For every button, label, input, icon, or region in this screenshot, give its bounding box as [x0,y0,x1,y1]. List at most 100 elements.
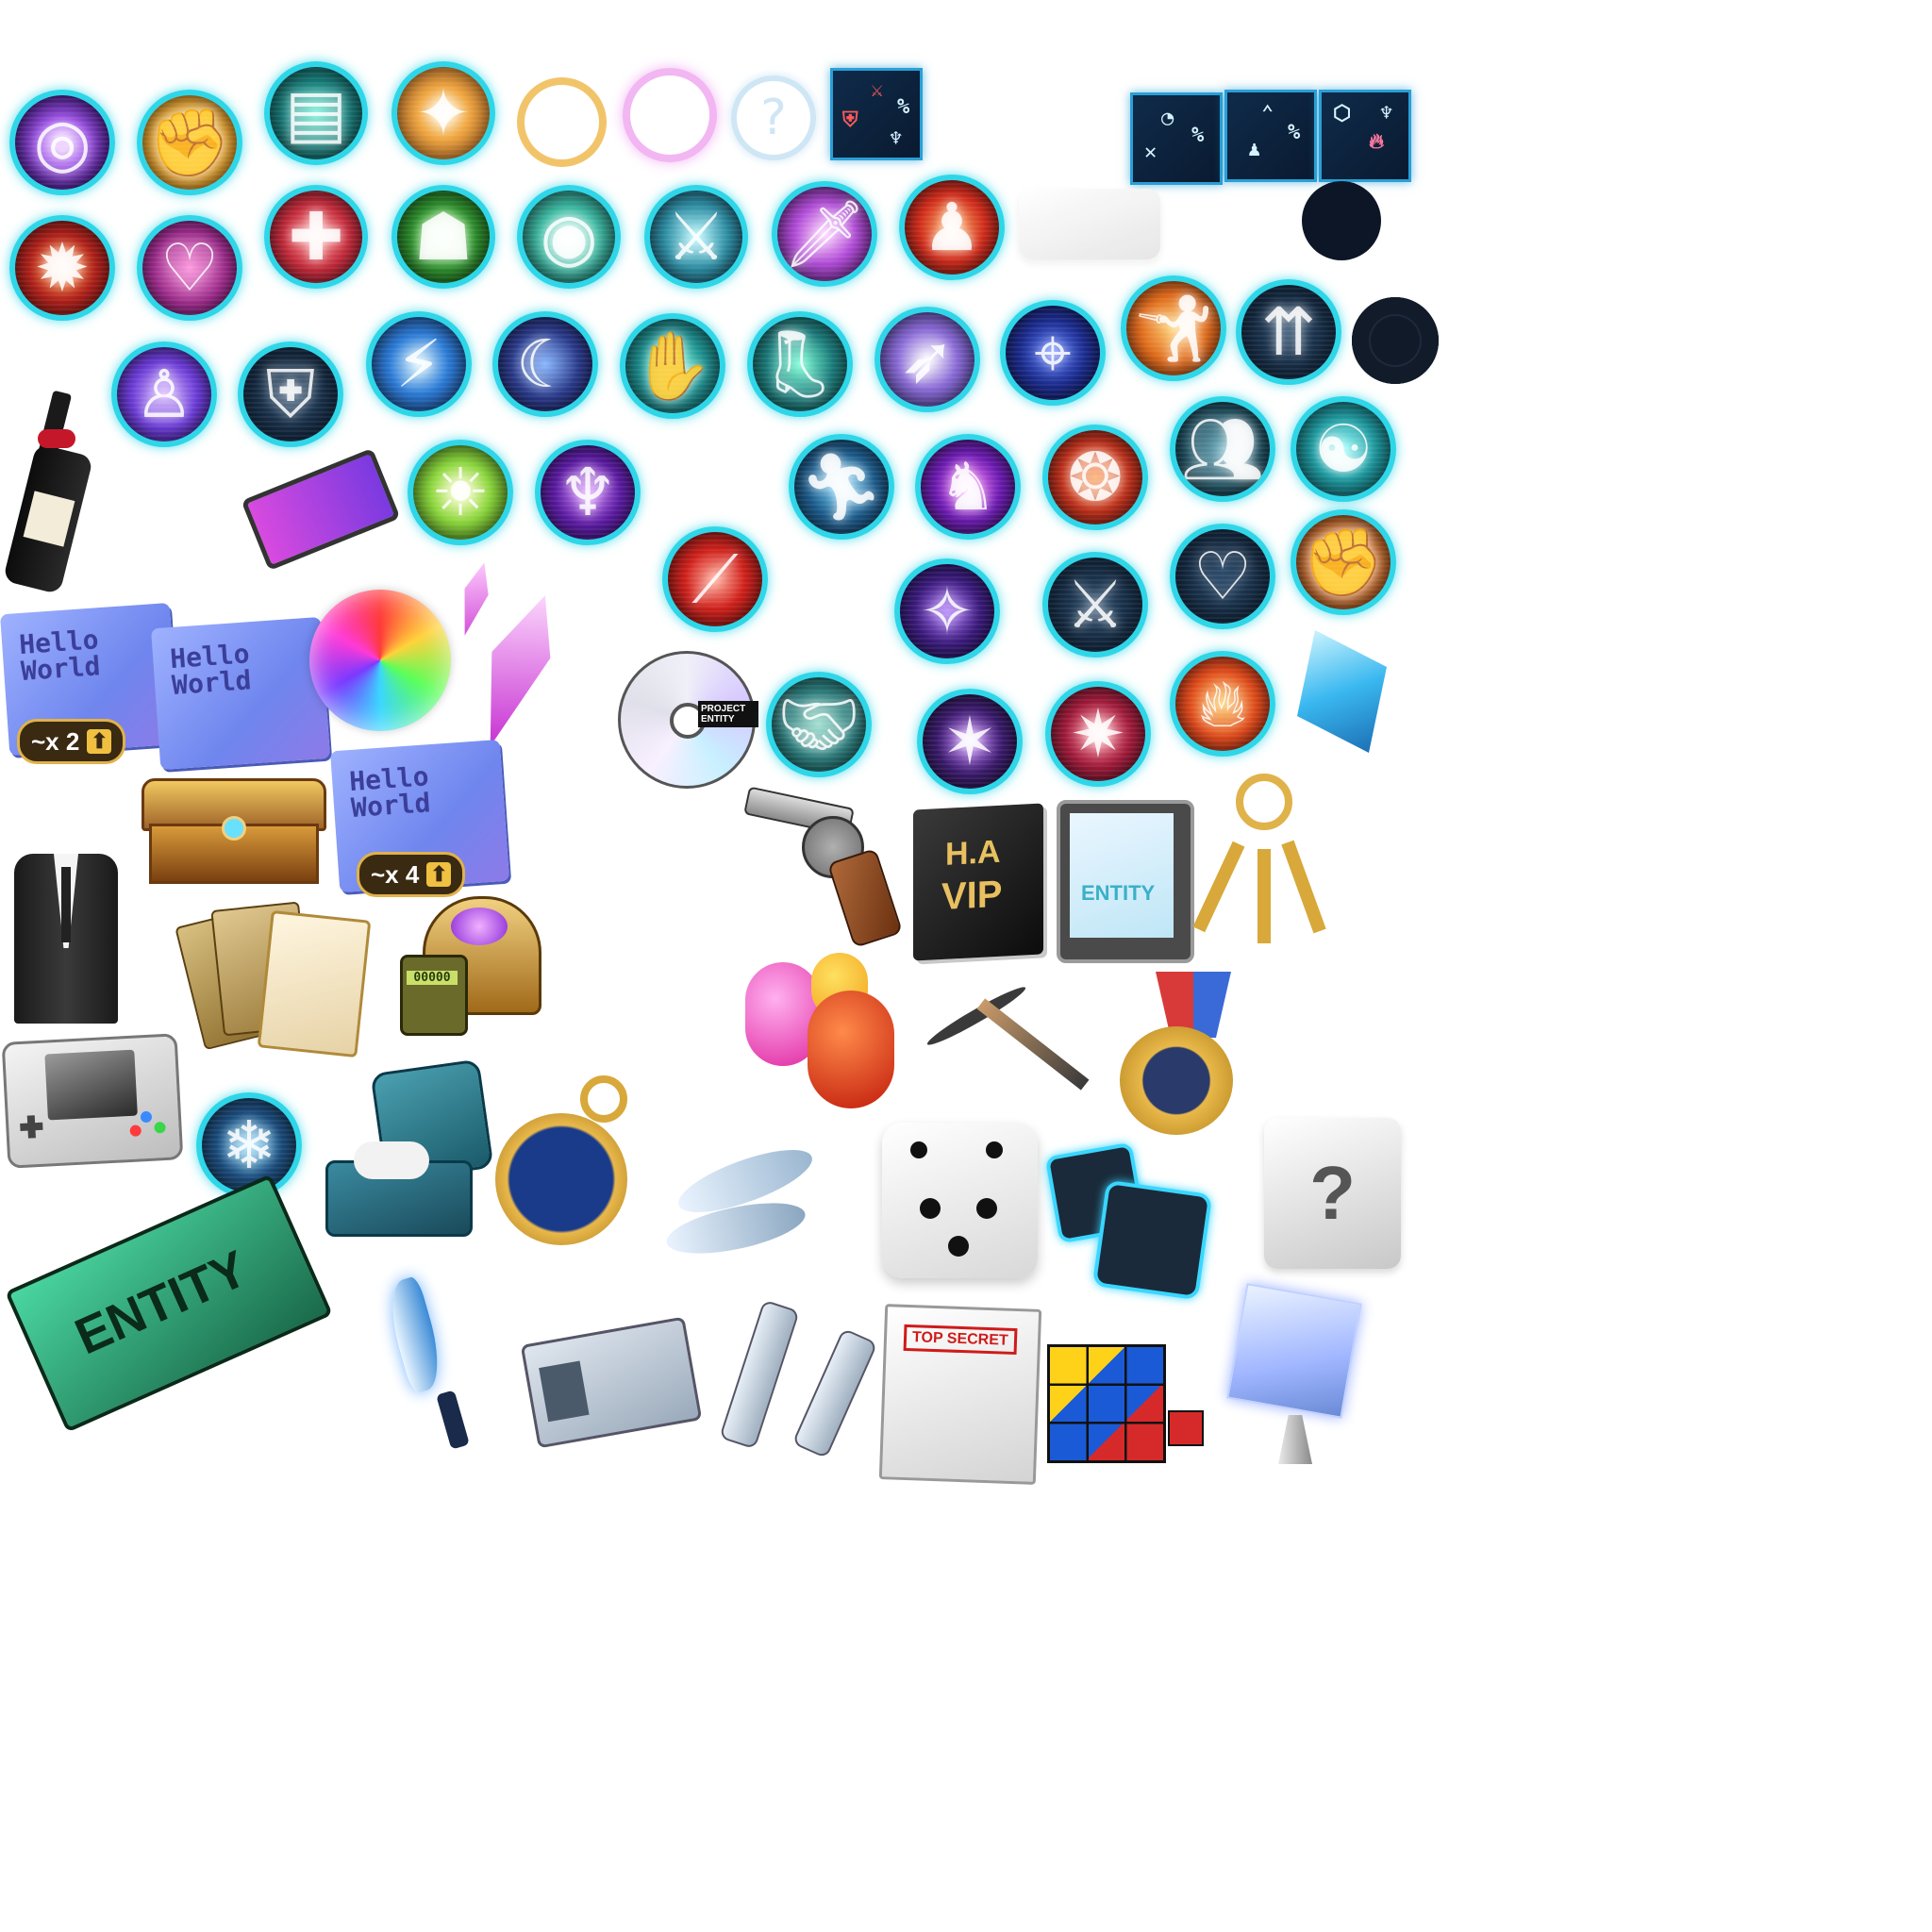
skill-icon-attack-up[interactable]: ⚔ [1042,552,1148,658]
sword-icon: ⚔ [871,78,884,102]
unknown-skill-ring: ? [731,75,816,160]
skill-icon-card-hand[interactable]: ✋ [620,313,725,419]
skill-icon-handshake[interactable]: 🤝︎ [766,672,872,777]
percent-icon: % [1191,124,1205,147]
vip-book-icon: H.A VIP [913,803,1043,961]
ticket-text: Hello World [348,760,432,824]
shield-icon: ⛨ [842,108,858,132]
silver-leaves-icon [656,1132,821,1274]
dark-disc-icon [1352,297,1439,384]
skill-icon-heart-up[interactable]: ♡ [1170,524,1275,629]
skill-icon-shield-up[interactable]: ⛨ [238,341,343,447]
question-mark-icon: ? [760,90,787,146]
skill-icon-heartbeat[interactable]: ♡ [137,215,242,321]
ticket-text: Hello World [169,638,253,702]
buff-icon-rank-heal: ⌃ % ♟ [1224,90,1317,182]
id-card-icon [520,1316,703,1449]
skill-icon-duo[interactable]: 👥︎ [1170,396,1275,502]
skill-icon-stone-fist[interactable]: ✊ [1291,509,1396,615]
skill-icon-exploding-figure[interactable]: ♟ [899,175,1005,280]
flame-icon: 🔥︎ [1369,130,1385,154]
hand-card-icon: ✋ [631,326,714,405]
sigil-icon: ✹ [34,229,91,307]
entity-banner-icon: ENTITY [5,1174,333,1433]
skill-icon-sword-fighter[interactable]: 🤺︎ [1121,275,1226,381]
skill-icon-hologram-card[interactable]: ▤ [264,61,368,165]
skill-icon-kick[interactable]: 👢︎ [747,311,853,417]
skill-icon-blade-slash[interactable]: ⚔ [644,185,748,289]
vortex-figure-icon: ☯ [1313,410,1374,488]
skill-icon-starburst[interactable]: ✦ [391,61,495,165]
speed-icon: ◔ [1161,107,1174,130]
puzzle-question-mark: ? [1309,1151,1356,1235]
scale-icon: ❂ [1067,439,1124,516]
demon-icon: ♆ [1380,102,1393,125]
skill-icon-radiant-pose[interactable]: ☀ [408,440,513,545]
dna-vials-icon [719,1299,878,1459]
skill-icon-aura-figure[interactable]: ♙ [111,341,217,447]
crossed-swords-icon: ⚔ [1065,566,1125,643]
crosshair-icon: ⌖ [1034,313,1072,391]
cd-label: PROJECT ENTITY [698,701,758,727]
demon-icon: ♆ [890,127,903,151]
defense-icon: ✕ [1144,141,1158,164]
pocket-watch-icon [495,1075,646,1245]
foot-icon: 👢︎ [758,325,842,403]
handheld-console-icon [1,1033,184,1169]
ornate-treasure-chest-icon [142,769,326,884]
skill-icon-sprint[interactable]: 🏃︎ [789,434,894,540]
dark-disc-icon [1302,181,1381,260]
skill-icon-red-slash[interactable]: ⟋ [662,526,768,632]
skill-icon-ice-wraith[interactable]: ❄ [196,1092,302,1198]
white-dice-icon [882,1123,1038,1278]
arrow-up-icon: ⬆ [426,862,452,887]
skill-icon-dragon-scale[interactable]: ❂ [1042,425,1148,530]
stone-fist-icon: ✊ [1302,523,1385,601]
skill-icon-golden-fist[interactable]: ✊ [137,90,242,195]
spiral-icon: ◎ [33,104,92,181]
skill-icon-violet-sword[interactable]: 🗡︎ [772,181,877,287]
skill-icon-constellation[interactable]: ✧ [894,558,1000,664]
constellation-icon: ✧ [919,573,975,650]
two-figures-icon: 👥︎ [1180,409,1265,488]
empty-ring-gold [517,77,607,167]
folder-stamp: TOP SECRET [903,1324,1018,1356]
business-suit-icon [5,835,127,1024]
skill-icon-dark-knight[interactable]: ♞ [915,434,1021,540]
cyber-dice-icon [1044,1141,1213,1301]
ticket-text: Hello World [18,624,102,688]
skill-icon-shadow-slash[interactable]: ✶ [917,689,1023,794]
skill-icon-shadow-face[interactable]: ☾ [492,311,598,417]
vip-book-line2: VIP [941,873,1003,919]
medal-icon [1108,972,1255,1137]
dash-icon: ➶ [899,321,956,398]
hard-drive-icon [241,447,401,572]
skill-icon-stats-up[interactable]: ⇈ [1236,279,1341,385]
skill-icon-dash[interactable]: ➶ [874,307,980,412]
skill-icon-green-reaper[interactable]: ☗ [391,185,495,289]
skill-icon-demon-sigil[interactable]: ✹ [9,215,115,321]
skill-icon-red-cross[interactable]: ✚ [264,185,368,289]
shield-up-icon: ⛨ [265,355,316,433]
skill-icon-lightning-knife[interactable]: ⚡ [366,311,472,417]
skill-icon-crosshair[interactable]: ⌖ [1000,300,1106,406]
radiant-figure-icon: ☀ [430,454,491,531]
skill-icon-crimson-beast[interactable]: ✷ [1045,681,1151,787]
heart-icon: ♡ [159,229,220,307]
skill-icon-horned-aura[interactable]: ♆ [535,440,641,545]
horned-figure-icon: ♆ [558,454,618,531]
puzzle-piece-icon: ? [1264,1118,1401,1269]
hooded-figure-icon: ☗ [413,198,474,275]
golden-device-icon: 00000 [375,896,545,1052]
arrow-up-icon: ⬆ [87,729,112,754]
skill-icon-purple-vortex[interactable]: ◎ [9,90,115,195]
top-secret-folder-icon: TOP SECRET [878,1304,1042,1485]
aura-figure-icon: ♙ [134,356,194,433]
skill-icon-teal-vortex[interactable]: ☯ [1291,396,1396,502]
skill-icon-galaxy[interactable]: ◉ [517,185,621,289]
runner-icon: 🏃︎ [799,447,884,525]
curved-dagger-icon [377,1274,486,1453]
skill-icon-fire-hand[interactable]: 🔥︎ [1170,651,1275,757]
knight-icon: ♞ [938,448,998,525]
buff-icon-attack-defense: ⚔ ⛨ % ♆ [830,68,923,160]
